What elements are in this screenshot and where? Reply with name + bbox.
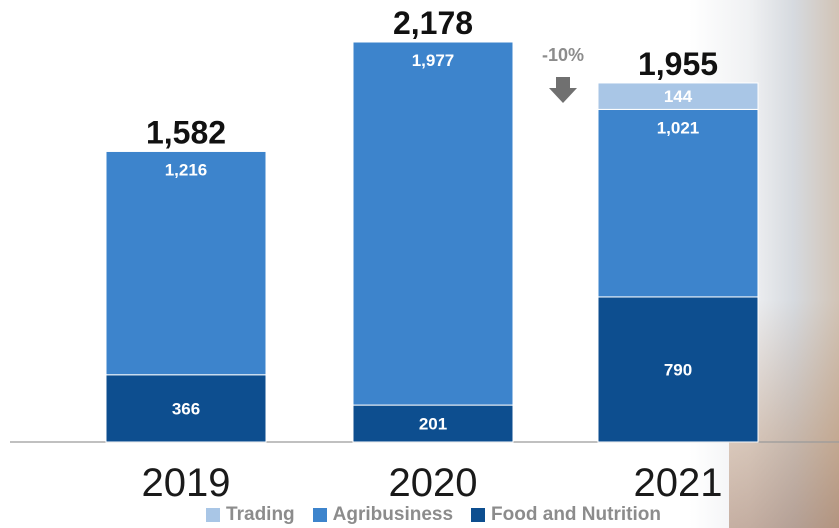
x-tick-label-2020: 2020: [389, 461, 478, 505]
data-label-agribusiness-2021: 1,021: [657, 118, 700, 137]
change-annotation-label: -10%: [542, 45, 584, 65]
bar-agribusiness-2019: [105, 150, 267, 376]
legend-swatch-food-and-nutrition: [471, 508, 486, 522]
legend-label-trading: Trading: [226, 504, 295, 525]
legend-label-agribusiness: Agribusiness: [332, 504, 454, 525]
bar-trading-2021: [597, 82, 759, 110]
total-label-2019: 1,582: [146, 114, 226, 150]
x-tick-label-2021: 2021: [634, 461, 723, 505]
bar-food-and-nutrition-2021: [597, 296, 759, 443]
data-label-trading-2021: 144: [664, 87, 693, 106]
bar-agribusiness-2020: [352, 41, 514, 406]
total-label-2020: 2,178: [393, 5, 473, 41]
legend-swatch-agribusiness: [312, 508, 327, 522]
legend-swatch-trading: [206, 508, 221, 522]
chart-legend: Trading Agribusiness Food and Nutrition: [0, 503, 839, 527]
legend-item-food-and-nutrition: Food and Nutrition: [471, 504, 661, 526]
bar-food-and-nutrition-2020: [352, 404, 514, 443]
bar-food-and-nutrition-2019: [105, 374, 267, 443]
x-tick-label-2019: 2019: [142, 461, 231, 505]
legend-item-agribusiness: Agribusiness: [312, 504, 454, 526]
legend-label-food-and-nutrition: Food and Nutrition: [491, 504, 661, 525]
data-label-agribusiness-2020: 1,977: [412, 51, 455, 70]
data-label-food-and-nutrition-2019: 366: [172, 399, 200, 418]
data-label-agribusiness-2019: 1,216: [165, 160, 208, 179]
data-label-food-and-nutrition-2020: 201: [419, 415, 447, 434]
data-label-food-and-nutrition-2021: 790: [664, 360, 692, 379]
legend-item-trading: Trading: [206, 504, 295, 526]
total-label-2021: 1,955: [638, 46, 718, 82]
down-arrow-icon: [549, 77, 577, 103]
bar-agribusiness-2021: [597, 108, 759, 298]
